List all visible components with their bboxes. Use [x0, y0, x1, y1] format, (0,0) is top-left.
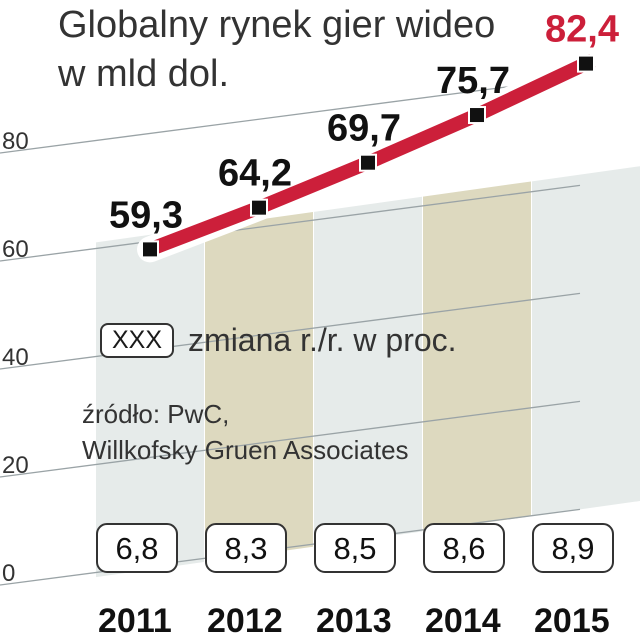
yoy-change-label: 8,6 — [442, 531, 485, 566]
x-axis-ticks: 2011 2012 2013 2014 2015 — [98, 602, 610, 640]
legend-box: XXX — [100, 322, 175, 359]
column-stripe — [96, 227, 204, 578]
x-tick-label: 2015 — [534, 602, 610, 640]
gridline — [0, 292, 581, 370]
data-label: 64,2 — [218, 153, 292, 195]
data-point — [250, 198, 268, 217]
yoy-change-box — [96, 523, 178, 573]
chart-subtitle: w mld dol. — [58, 53, 230, 95]
x-tick-label: 2014 — [425, 602, 501, 640]
gridline — [0, 400, 581, 478]
x-tick-label: 2011 — [98, 602, 172, 640]
gridline — [0, 508, 581, 586]
column-stripe — [205, 211, 313, 562]
gridlines — [0, 76, 581, 586]
column-stripe — [423, 181, 531, 532]
y-tick-label: 40 — [2, 344, 29, 371]
x-tick-label: 2013 — [316, 602, 392, 640]
data-label: 75,7 — [436, 60, 510, 102]
y-tick-label: 60 — [2, 236, 29, 263]
yoy-change-box — [314, 523, 396, 573]
column-stripe — [314, 196, 422, 547]
source-note: źródło: PwC, Willkofsky Gruen Associates — [82, 396, 409, 468]
yoy-change-boxes: 6,8 8,3 8,5 8,6 8,9 — [96, 523, 614, 573]
yoy-change-label: 6,8 — [115, 531, 158, 566]
yoy-change-box — [205, 523, 287, 573]
data-point — [359, 153, 377, 172]
data-point — [468, 106, 486, 125]
column-stripe — [532, 166, 640, 517]
y-tick-label: 20 — [2, 452, 29, 479]
legend: XXX zmiana r./r. w proc. — [100, 322, 457, 359]
yoy-change-box — [423, 523, 505, 573]
yoy-change-label: 8,5 — [333, 531, 376, 566]
source-line-1: źródło: PwC, — [82, 399, 230, 429]
data-label: 69,7 — [327, 108, 401, 150]
yoy-change-box — [532, 523, 614, 573]
data-point — [141, 240, 159, 259]
plot-background — [96, 166, 640, 578]
chart-title: Globalny rynek gier wideo — [58, 4, 496, 46]
y-axis-ticks: 0 20 40 60 80 — [2, 128, 29, 587]
source-line-2: Willkofsky Gruen Associates — [82, 435, 409, 465]
gridline — [0, 184, 581, 262]
yoy-change-label: 8,9 — [551, 531, 594, 566]
legend-text: zmiana r./r. w proc. — [188, 322, 457, 358]
x-tick-label: 2012 — [207, 602, 283, 640]
data-label: 82,4 — [545, 9, 619, 51]
data-label: 59,3 — [109, 194, 183, 236]
gridline — [0, 76, 581, 154]
y-tick-label: 80 — [2, 128, 29, 155]
data-series: 59,3 64,2 69,7 75,7 82,4 — [109, 9, 619, 263]
y-tick-label: 0 — [2, 560, 15, 587]
data-point — [577, 54, 595, 73]
yoy-change-label: 8,3 — [224, 531, 267, 566]
